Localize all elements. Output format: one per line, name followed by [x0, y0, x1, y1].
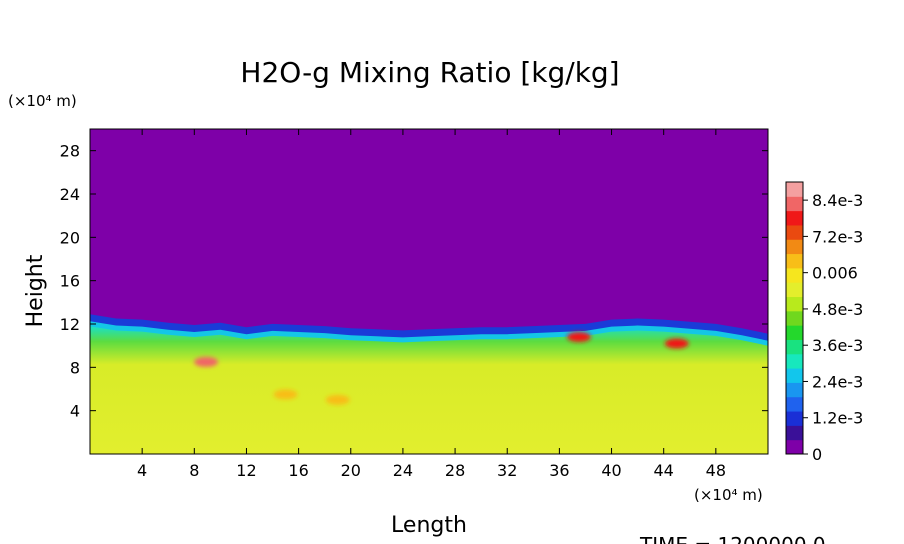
colorbar-swatch [786, 411, 803, 426]
x-tick-label: 48 [706, 461, 726, 480]
y-tick-label: 16 [60, 272, 80, 291]
colorbar [786, 182, 803, 455]
colorbar-ticks: 8.4e-3 7.2e-3 0.006 4.8e-3 3.6e-3 2.4e-3 1.2e-… [803, 191, 863, 464]
moist-patch [273, 389, 298, 400]
moist-patch [325, 394, 350, 405]
y-tick-label: 12 [60, 315, 80, 334]
moist-patch [566, 332, 591, 342]
colorbar-swatch [786, 439, 803, 455]
colorbar-tick-label: 3.6e-3 [812, 336, 863, 355]
x-tick-label: 4 [137, 461, 147, 480]
y-unit-label: (×10⁴ m) [8, 92, 77, 110]
y-tick-label: 20 [60, 228, 80, 247]
colorbar-swatch [786, 425, 803, 441]
x-tick-label: 20 [341, 461, 361, 480]
x-axis-label: Length [391, 513, 467, 538]
x-tick-label: 36 [549, 461, 569, 480]
y-tick-label: 24 [60, 185, 80, 204]
y-axis-label: Height [23, 254, 48, 327]
y-axis-ticks: 4 8 12 16 20 24 28 [60, 142, 768, 421]
colorbar-swatch [786, 210, 803, 226]
moist-patch [664, 338, 689, 349]
colorbar-swatch [786, 296, 803, 312]
colorbar-swatch [786, 182, 803, 197]
x-tick-label: 8 [189, 461, 199, 480]
colorbar-swatch [786, 267, 803, 283]
colorbar-tick-label: 7.2e-3 [812, 227, 863, 246]
x-unit-label: (×10⁴ m) [694, 486, 763, 504]
x-tick-label: 12 [236, 461, 256, 480]
y-tick-label: 28 [60, 142, 80, 161]
x-tick-label: 16 [288, 461, 308, 480]
x-tick-label: 24 [393, 461, 413, 480]
colorbar-swatch [786, 310, 803, 326]
colorbar-tick-label: 0 [812, 445, 822, 464]
x-tick-label: 44 [654, 461, 674, 480]
colorbar-tick-label: 8.4e-3 [812, 191, 863, 210]
colorbar-frame [785, 181, 804, 455]
colorbar-swatch [786, 325, 803, 340]
colorbar-tick-label: 2.4e-3 [812, 372, 863, 391]
colorbar-swatch [786, 239, 803, 255]
colorbar-tick-label: 1.2e-3 [812, 409, 863, 428]
colorbar-swatch [786, 339, 803, 355]
x-tick-label: 32 [497, 461, 517, 480]
x-tick-label: 28 [445, 461, 465, 480]
y-tick-label: 4 [70, 402, 80, 421]
colorbar-swatch [786, 353, 803, 369]
time-label: TIME = 1200000.0 [639, 533, 826, 544]
x-axis-ticks: 4 8 12 16 20 24 28 32 36 40 44 48 [137, 129, 726, 480]
colorbar-swatch [786, 282, 803, 298]
colorbar-tick-label: 0.006 [812, 264, 858, 283]
colorbar-swatch [786, 224, 803, 240]
moist-patch [194, 356, 219, 367]
colorbar-swatch [786, 368, 803, 383]
chart-title: H2O-g Mixing Ratio [kg/kg] [240, 56, 619, 89]
colorbar-swatch [786, 196, 803, 212]
moist-lower-layer [90, 326, 768, 454]
plot-area [90, 129, 768, 454]
moist-patches [194, 332, 689, 405]
plot-frame [89, 128, 769, 455]
colorbar-tick-label: 4.8e-3 [812, 300, 863, 319]
colorbar-swatch [786, 396, 803, 412]
x-tick-label: 40 [601, 461, 621, 480]
colorbar-swatch [786, 253, 803, 269]
colorbar-swatch [786, 382, 803, 398]
y-tick-label: 8 [70, 358, 80, 377]
